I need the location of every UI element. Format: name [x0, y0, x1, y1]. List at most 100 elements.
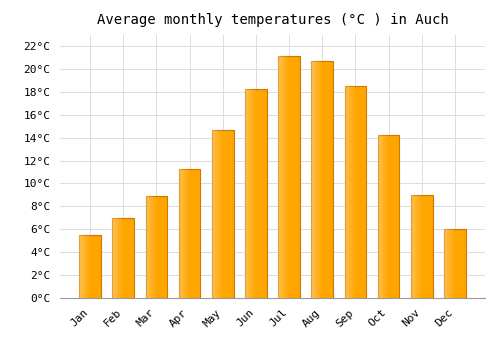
Bar — [314, 61, 315, 298]
Bar — [450, 229, 451, 298]
Bar — [248, 89, 249, 298]
Bar — [154, 196, 155, 298]
Bar — [218, 130, 219, 298]
Bar — [313, 61, 314, 298]
Bar — [88, 235, 89, 298]
Bar — [155, 196, 156, 298]
Bar — [444, 229, 466, 298]
Bar — [84, 235, 85, 298]
Bar — [285, 56, 286, 298]
Bar — [381, 135, 382, 298]
Bar — [82, 235, 83, 298]
Bar — [146, 196, 148, 298]
Bar — [414, 195, 416, 298]
Bar — [421, 195, 422, 298]
Bar — [215, 130, 216, 298]
Bar — [345, 86, 346, 298]
Bar — [179, 169, 201, 298]
Bar — [420, 195, 421, 298]
Bar — [449, 229, 450, 298]
Bar — [418, 195, 419, 298]
Bar — [411, 195, 432, 298]
Bar — [121, 218, 122, 298]
Bar — [214, 130, 215, 298]
Bar — [180, 169, 181, 298]
Bar — [288, 56, 289, 298]
Bar — [355, 86, 356, 298]
Bar — [378, 135, 400, 298]
Bar — [179, 169, 180, 298]
Bar — [212, 130, 213, 298]
Bar — [417, 195, 418, 298]
Bar — [287, 56, 288, 298]
Bar — [316, 61, 317, 298]
Bar — [152, 196, 153, 298]
Bar — [151, 196, 152, 298]
Bar — [221, 130, 222, 298]
Bar — [378, 135, 379, 298]
Bar — [317, 61, 318, 298]
Bar — [282, 56, 283, 298]
Bar — [346, 86, 347, 298]
Bar — [387, 135, 388, 298]
Bar — [122, 218, 124, 298]
Bar — [252, 89, 253, 298]
Bar — [249, 89, 250, 298]
Bar — [379, 135, 380, 298]
Bar — [352, 86, 354, 298]
Bar — [212, 130, 234, 298]
Bar — [351, 86, 352, 298]
Bar — [286, 56, 287, 298]
Bar — [217, 130, 218, 298]
Bar — [120, 218, 121, 298]
Bar — [382, 135, 383, 298]
Bar — [182, 169, 183, 298]
Bar — [86, 235, 87, 298]
Bar — [112, 218, 134, 298]
Bar — [344, 86, 366, 298]
Bar — [114, 218, 115, 298]
Bar — [419, 195, 420, 298]
Bar — [412, 195, 413, 298]
Bar — [444, 229, 445, 298]
Bar — [150, 196, 151, 298]
Bar — [347, 86, 348, 298]
Bar — [255, 89, 256, 298]
Bar — [245, 89, 266, 298]
Bar — [278, 56, 300, 298]
Bar — [189, 169, 190, 298]
Bar — [452, 229, 454, 298]
Bar — [83, 235, 84, 298]
Bar — [320, 61, 321, 298]
Bar — [315, 61, 316, 298]
Bar — [280, 56, 281, 298]
Bar — [344, 86, 345, 298]
Bar — [146, 196, 167, 298]
Bar — [312, 61, 313, 298]
Bar — [448, 229, 449, 298]
Bar — [354, 86, 355, 298]
Bar — [220, 130, 221, 298]
Bar — [385, 135, 386, 298]
Bar — [113, 218, 114, 298]
Bar — [188, 169, 189, 298]
Bar — [245, 89, 246, 298]
Bar — [251, 89, 252, 298]
Bar — [348, 86, 349, 298]
Bar — [416, 195, 417, 298]
Title: Average monthly temperatures (°C ) in Auch: Average monthly temperatures (°C ) in Au… — [96, 13, 448, 27]
Bar — [350, 86, 351, 298]
Bar — [183, 169, 184, 298]
Bar — [318, 61, 319, 298]
Bar — [119, 218, 120, 298]
Bar — [184, 169, 186, 298]
Bar — [250, 89, 251, 298]
Bar — [148, 196, 149, 298]
Bar — [80, 235, 81, 298]
Bar — [278, 56, 279, 298]
Bar — [115, 218, 116, 298]
Bar — [319, 61, 320, 298]
Bar — [386, 135, 387, 298]
Bar — [87, 235, 88, 298]
Bar — [384, 135, 385, 298]
